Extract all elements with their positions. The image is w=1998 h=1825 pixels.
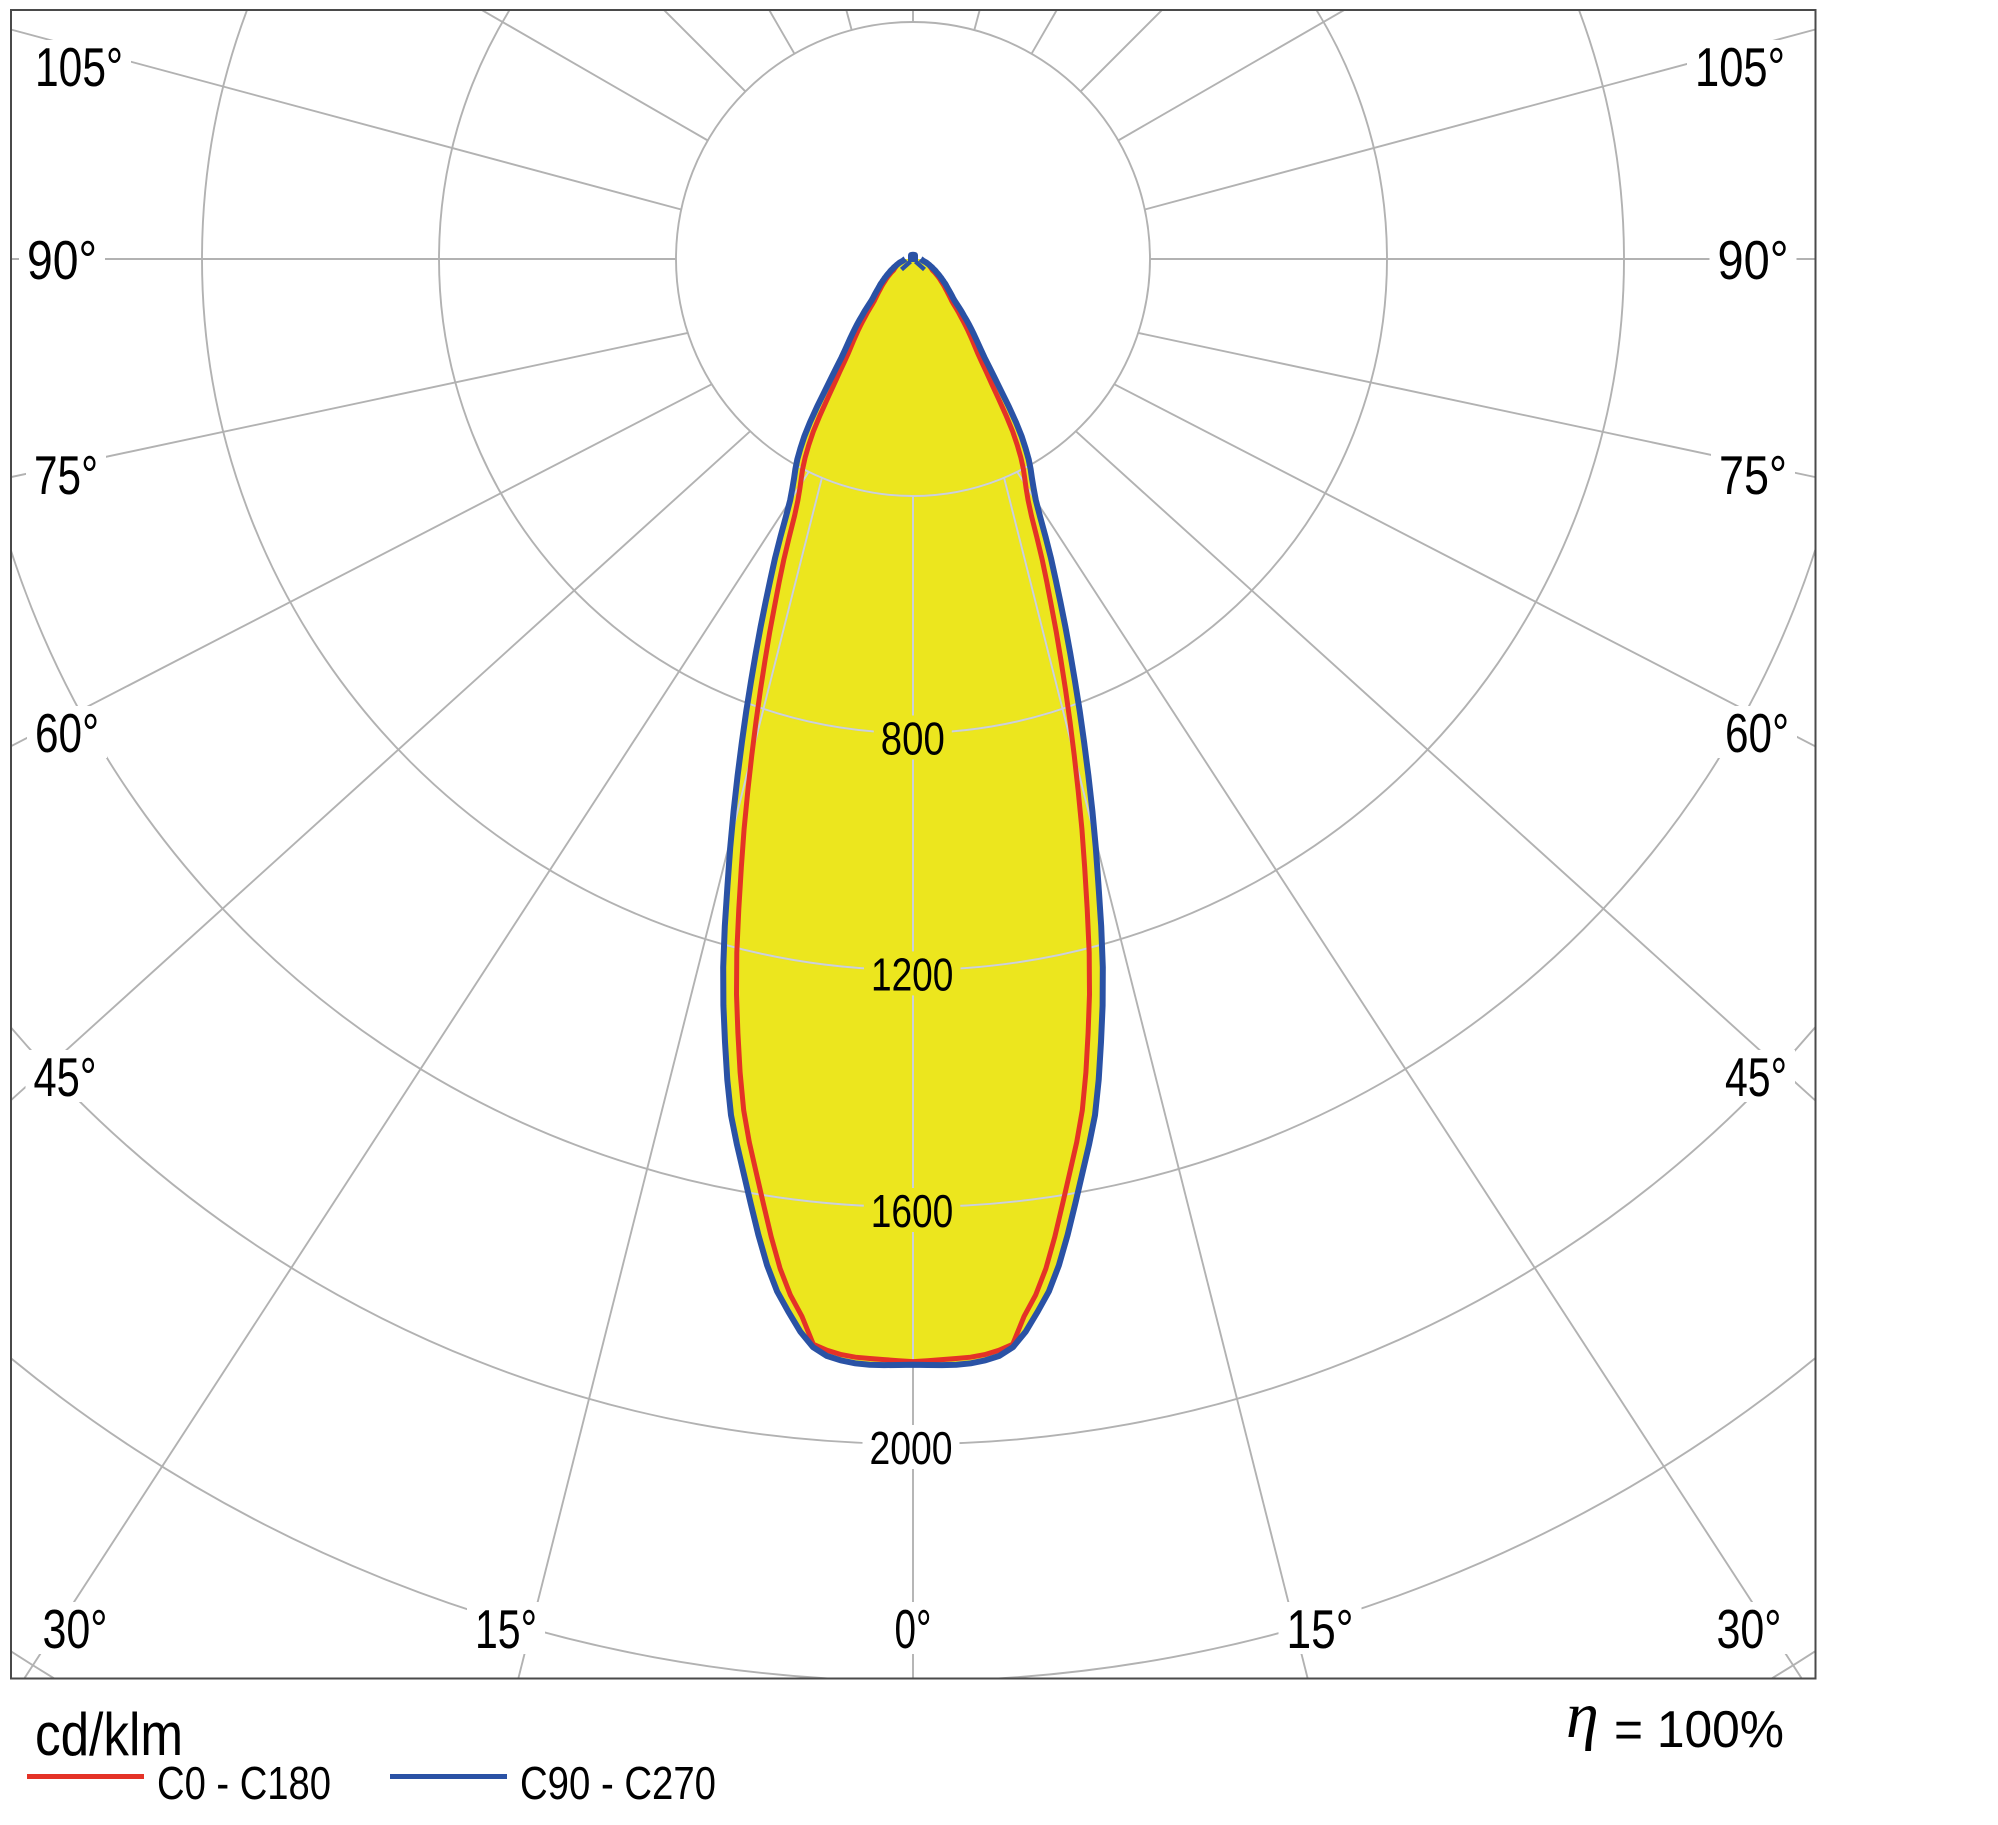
svg-text:C90 - C270: C90 - C270: [520, 1757, 716, 1809]
svg-text:15°: 15°: [1287, 1598, 1354, 1660]
svg-text:15°: 15°: [475, 1598, 537, 1660]
svg-text:30°: 30°: [1717, 1598, 1782, 1660]
svg-text:1200: 1200: [871, 948, 954, 1000]
svg-text:1600: 1600: [871, 1185, 954, 1237]
svg-text:0°: 0°: [895, 1598, 932, 1660]
svg-text:2000: 2000: [870, 1422, 953, 1474]
svg-text:= 100%: = 100%: [1614, 1701, 1784, 1759]
svg-text:45°: 45°: [34, 1046, 97, 1108]
svg-text:cd/klm: cd/klm: [35, 1701, 183, 1768]
svg-text:75°: 75°: [1719, 444, 1787, 506]
svg-text:75°: 75°: [34, 444, 98, 506]
svg-text:30°: 30°: [43, 1598, 108, 1660]
svg-text:45°: 45°: [1725, 1046, 1787, 1108]
svg-text:90°: 90°: [27, 229, 97, 291]
svg-text:60°: 60°: [35, 702, 99, 764]
svg-text:800: 800: [881, 713, 945, 765]
svg-text:η: η: [1566, 1679, 1599, 1752]
svg-text:105°: 105°: [35, 36, 123, 98]
svg-text:105°: 105°: [1695, 36, 1785, 98]
svg-text:60°: 60°: [1725, 702, 1789, 764]
svg-text:90°: 90°: [1718, 229, 1789, 291]
svg-text:C0 - C180: C0 - C180: [157, 1757, 331, 1809]
